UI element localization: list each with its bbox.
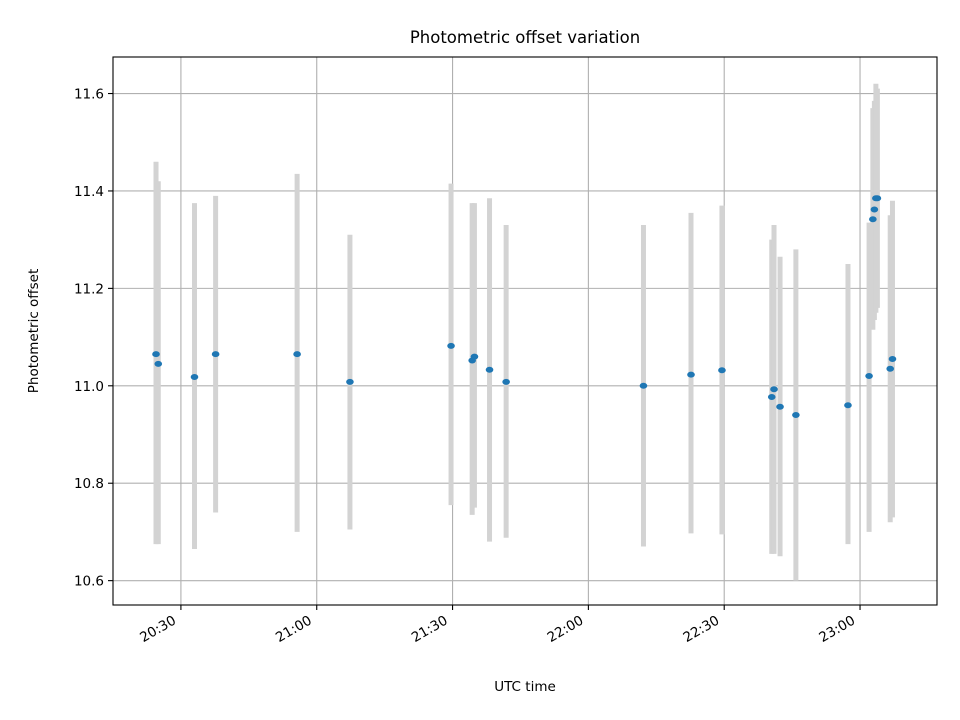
chart-title: Photometric offset variation [410, 28, 640, 47]
y-axis-label: Photometric offset [26, 269, 42, 393]
data-point [886, 365, 895, 372]
data-point [870, 206, 879, 213]
data-point [865, 373, 873, 380]
data-point [502, 378, 510, 385]
data-point [190, 374, 199, 381]
data-point [154, 360, 163, 367]
data-point [844, 402, 852, 409]
data-point [687, 371, 695, 378]
plot-area-frame [112, 56, 938, 606]
y-tick-label: 11.2 [74, 281, 104, 297]
y-tick-label: 11.0 [74, 379, 104, 395]
data-point [767, 394, 776, 401]
data-point [152, 351, 160, 358]
y-tick-label: 10.8 [74, 476, 104, 492]
y-tick-label: 11.4 [74, 184, 104, 200]
data-point [470, 353, 479, 360]
x-axis-label: UTC time [494, 679, 556, 695]
data-point [770, 386, 778, 393]
data-point [293, 351, 301, 358]
data-point [639, 382, 648, 389]
y-tick-label: 11.6 [74, 87, 104, 103]
data-point [485, 366, 494, 373]
data-point [888, 356, 897, 363]
data-point [776, 403, 784, 410]
y-tick-label: 10.6 [74, 574, 104, 590]
data-point [447, 342, 455, 349]
data-point [869, 216, 877, 223]
data-points [152, 195, 897, 419]
data-point [346, 378, 354, 385]
data-point [792, 412, 800, 419]
data-point [718, 367, 726, 374]
data-point [873, 195, 882, 202]
data-point [211, 351, 220, 358]
